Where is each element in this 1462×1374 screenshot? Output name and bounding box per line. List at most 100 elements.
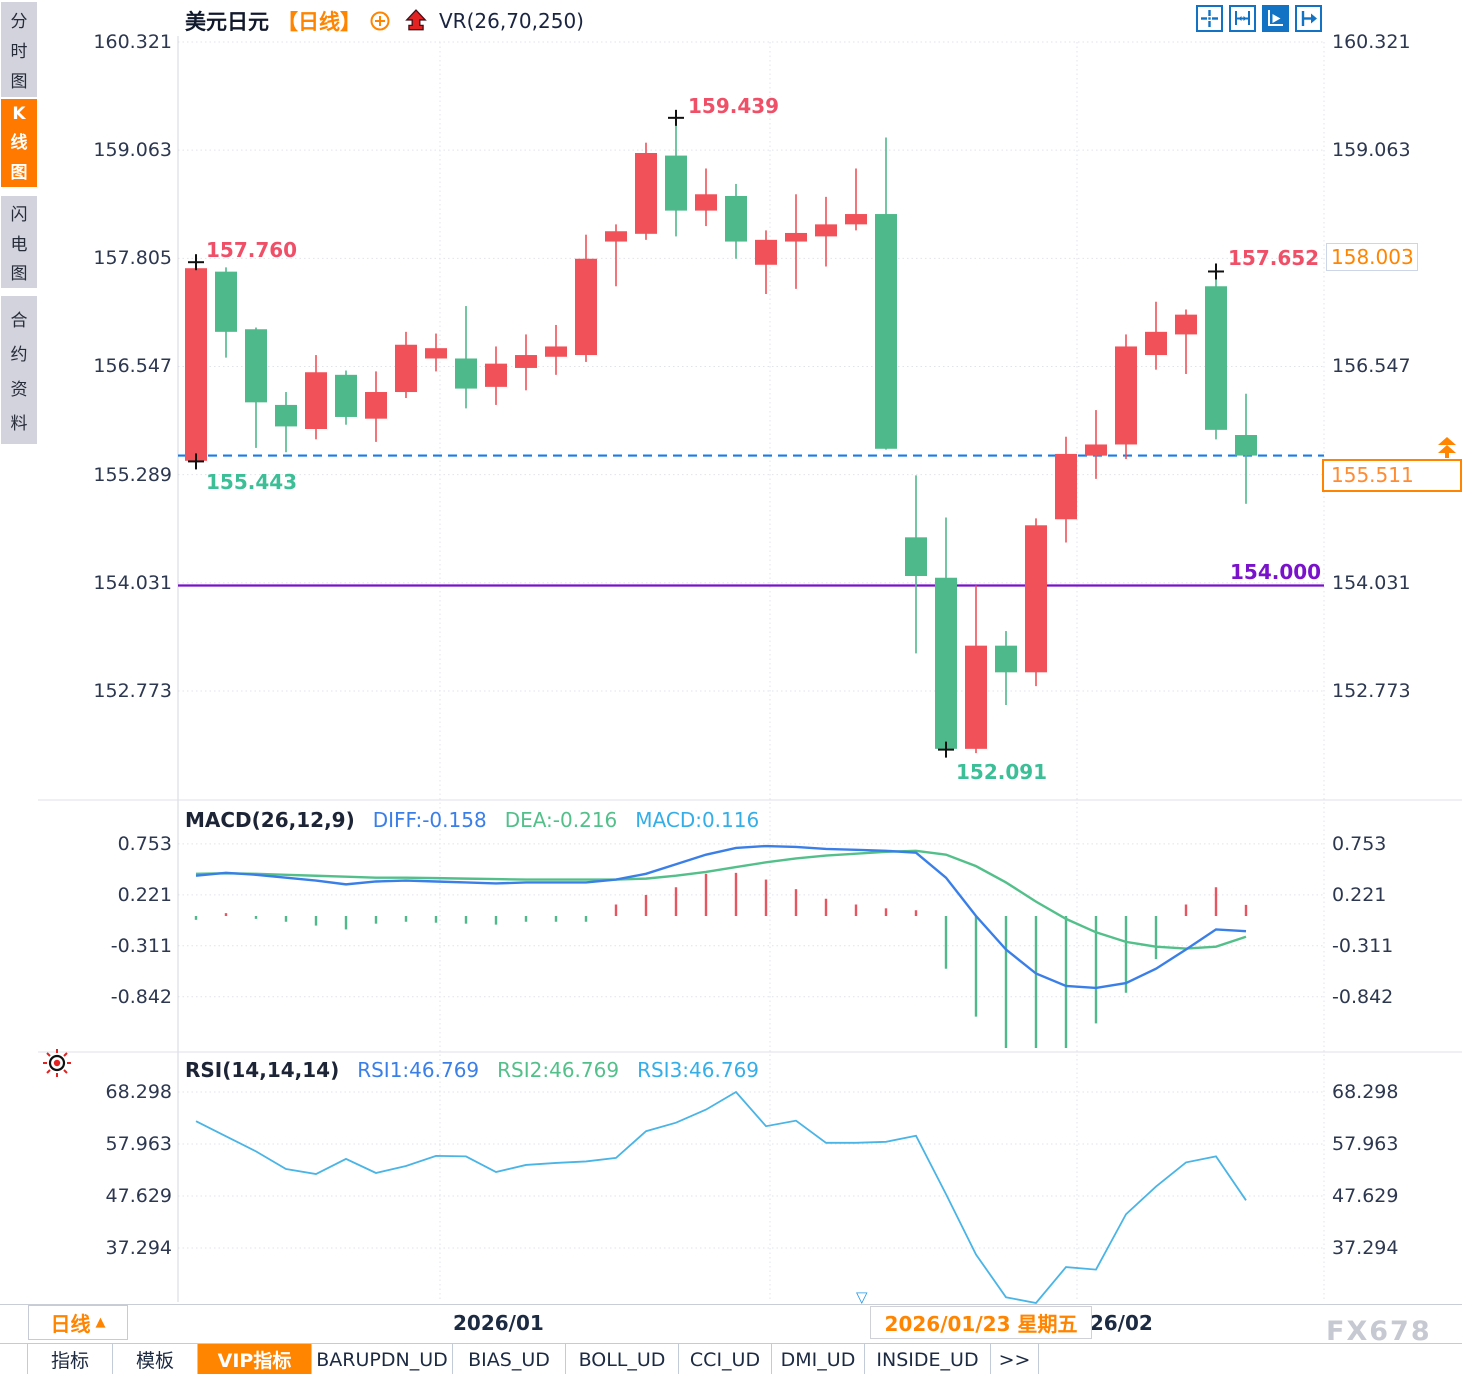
macd-diff-value: DIFF:-0.158 [372,808,487,832]
sidebar-tab-flash-chart[interactable]: 闪电图 [1,196,37,288]
tab-inside-ud[interactable]: INSIDE_UD [865,1344,991,1374]
chart-header: 美元日元 【日线】 VR(26,70,250) [185,6,584,36]
y-axis-label: 159.063 [1332,139,1411,162]
y-axis-label: 0.753 [1332,832,1387,855]
overlay-indicator-label: VR(26,70,250) [439,9,584,33]
sidebar-tab-char: K [12,103,26,124]
sidebar-tab-char: 资 [10,379,28,400]
tab-dmi-ud[interactable]: DMI_UD [772,1344,865,1374]
candle-body [275,404,297,427]
y-axis-label: 160.321 [1332,31,1411,53]
y-axis-label: 159.063 [93,139,172,162]
y-axis-label: 154.031 [93,571,172,594]
sidebar-tab-char: 图 [10,263,28,284]
sidebar-tab-char: 闪 [10,205,28,226]
macd-dea-value: DEA:-0.216 [504,808,618,832]
sidebar-tab-contract-info[interactable]: 合约资料 [1,296,37,444]
circle-plus-icon[interactable] [369,10,391,32]
y-axis-label: 47.629 [1332,1184,1399,1207]
date-axis-bar [0,1304,1462,1344]
last-price-box: 155.511 [1322,459,1462,492]
sidebar-tab-time-chart[interactable]: 分时图 [1,2,37,97]
sidebar-tab-char: 电 [10,234,28,255]
candle-body [425,348,447,359]
y-axis-label: 47.629 [105,1184,172,1207]
y-axis-label: 152.773 [1332,679,1411,702]
tab-more[interactable]: >> [991,1344,1039,1374]
y-axis-label: -0.842 [110,985,172,1008]
y-axis-label: -0.842 [1332,985,1394,1008]
rsi3-value: RSI3:46.769 [637,1058,760,1082]
indicator-tab-bar: 指标 模板 VIP指标 BARUPDN_UD BIAS_UD BOLL_UD CCI_UD D… [0,1343,1462,1374]
candle-body [1115,346,1137,445]
tab-cci-ud[interactable]: CCI_UD [679,1344,772,1374]
sidebar-tab-char: 分 [10,12,28,32]
sidebar-tab-char: 图 [10,162,28,183]
period-button-label: 日线 [50,1312,91,1336]
macd-header: MACD(26,12,9) DIFF:-0.158 DEA:-0.216 MAC… [185,808,759,832]
tab-vip-indicator[interactable]: VIP指标 [198,1344,312,1374]
rsi-line [195,1090,1247,1304]
macd-title: MACD(26,12,9) [185,808,355,832]
candle-body [875,214,897,449]
y-axis-label: -0.311 [110,934,172,957]
y-axis-label: 37.294 [105,1236,172,1259]
toolbar [1196,5,1322,32]
candle-body [1235,435,1257,456]
tab-barupdn-ud[interactable]: BARUPDN_UD [312,1344,453,1374]
y-axis-label: 57.963 [1332,1132,1399,1155]
candle-body [185,268,207,461]
crosshair-icon[interactable] [1196,5,1223,32]
candle-body [785,232,807,242]
y-axis-label: 152.773 [93,679,172,702]
candle-body [515,355,537,368]
y-axis-label: -0.311 [1332,934,1394,957]
tab-bias-ud[interactable]: BIAS_UD [453,1344,566,1374]
period-tag: 【日线】 [277,10,361,34]
price-annotation: 157.760 [206,238,298,263]
sidebar-tab-char: 时 [10,42,28,62]
price-annotation: 159.439 [688,93,780,118]
alert-line-label: 154.000 [1230,560,1322,585]
price-annotation: 157.652 [1228,246,1320,271]
triangle-up-icon: ▲ [95,1315,106,1330]
y-axis-label: 154.031 [1332,571,1411,594]
candle-body [1085,444,1107,456]
candle-body [1025,525,1047,673]
y-axis-label: 37.294 [1332,1236,1399,1259]
candle-body [725,195,747,242]
tab-boll-ud[interactable]: BOLL_UD [566,1344,679,1374]
axis-play-icon[interactable] [1262,5,1289,32]
y-axis-label: 0.753 [117,832,172,855]
candle-body [755,239,777,265]
y-axis-label: 155.289 [93,463,172,486]
y-axis-label: 160.321 [93,31,172,53]
pan-right-icon[interactable] [1295,5,1322,32]
sidebar-tab-char: 料 [10,414,28,435]
tab-indicator[interactable]: 指标 [28,1344,113,1374]
y-axis-label: 0.221 [1332,883,1387,906]
sidebar-tab-char: 线 [10,133,28,153]
symbol-title: 美元日元 [185,10,269,34]
candle-body [995,645,1017,673]
axis-range-icon[interactable] [1229,5,1256,32]
candle-body [845,214,867,225]
candle-body [395,344,417,393]
candle-body [695,194,717,211]
rsi2-value: RSI2:46.769 [497,1058,620,1082]
candle-body [935,577,957,749]
candle-body [365,392,387,419]
macd-macd-value: MACD:0.116 [635,808,760,832]
period-button[interactable]: 日线 ▲ [28,1305,128,1340]
candle-body [1055,453,1077,520]
candle-body [545,346,567,357]
macd-dea-line [195,849,1247,950]
candle-body [605,231,627,242]
tab-template[interactable]: 模板 [113,1344,198,1374]
candle-body [305,372,327,429]
rsi-title: RSI(14,14,14) [185,1058,340,1082]
alarm-icon[interactable] [42,1048,72,1082]
